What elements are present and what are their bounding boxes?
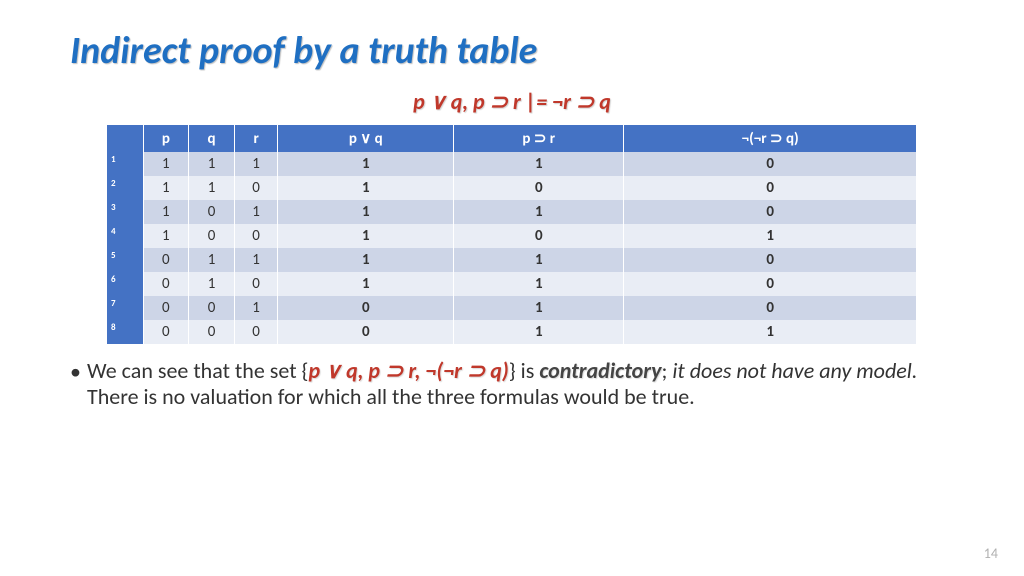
cell: 0	[454, 224, 624, 248]
col-negconc: ¬(¬r ⊃ q)	[624, 125, 917, 152]
cell: 1	[454, 248, 624, 272]
col-p: p	[143, 125, 189, 152]
exp-post: There is no valuation for which all the …	[87, 383, 695, 410]
cell: 1	[189, 176, 235, 200]
exp-mid: } is	[509, 357, 540, 384]
cell: 0	[189, 296, 235, 320]
exp-pre: We can see that the set {	[87, 357, 309, 384]
cell: 0	[143, 272, 189, 296]
table-row: 7001010	[107, 296, 917, 320]
cell: 1	[278, 248, 454, 272]
cell: 1	[234, 248, 277, 272]
table-row: 1111110	[107, 152, 917, 176]
cell: 0	[234, 272, 277, 296]
cell: 0	[234, 176, 277, 200]
col-q: q	[189, 125, 235, 152]
bullet-icon: •	[70, 358, 81, 386]
cell: 1	[454, 152, 624, 176]
explanation-text: We can see that the set {p ∨ q, p ⊃ r, ¬…	[87, 358, 954, 410]
cell: 1	[624, 224, 917, 248]
cell: 1	[143, 152, 189, 176]
exp-semi: ;	[661, 357, 672, 384]
col-pimpr: p ⊃ r	[454, 125, 624, 152]
cell: 1	[454, 200, 624, 224]
cell: 1	[189, 152, 235, 176]
cell: 0	[624, 152, 917, 176]
cell: 1	[454, 272, 624, 296]
row-number: 3	[107, 200, 143, 224]
table-row: 5011110	[107, 248, 917, 272]
cell: 0	[234, 320, 277, 344]
cell: 1	[234, 152, 277, 176]
row-number: 8	[107, 320, 143, 344]
cell: 0	[454, 176, 624, 200]
cell: 0	[624, 176, 917, 200]
cell: 0	[189, 224, 235, 248]
table-row: 6010110	[107, 272, 917, 296]
exp-contradictory: contradictory	[539, 357, 661, 384]
cell: 1	[278, 176, 454, 200]
cell: 0	[189, 320, 235, 344]
row-number: 7	[107, 296, 143, 320]
row-number: 5	[107, 248, 143, 272]
cell: 0	[189, 200, 235, 224]
cell: 1	[143, 224, 189, 248]
cell: 1	[234, 200, 277, 224]
cell: 0	[278, 296, 454, 320]
cell: 1	[278, 200, 454, 224]
table-header-row: p q r p ∨ q p ⊃ r ¬(¬r ⊃ q)	[107, 125, 917, 152]
page-number: 14	[984, 545, 998, 562]
cell: 0	[143, 248, 189, 272]
table-row: 2110100	[107, 176, 917, 200]
cell: 1	[454, 320, 624, 344]
cell: 0	[143, 320, 189, 344]
cell: 0	[624, 200, 917, 224]
row-number: 4	[107, 224, 143, 248]
table-row: 3101110	[107, 200, 917, 224]
cell: 1	[189, 272, 235, 296]
table-row: 8000011	[107, 320, 917, 344]
slide-title: Indirect proof by a truth table	[70, 28, 954, 74]
cell: 0	[143, 296, 189, 320]
cell: 1	[454, 296, 624, 320]
cell: 1	[189, 248, 235, 272]
exp-set: p ∨ q, p ⊃ r, ¬(¬r ⊃ q)	[308, 357, 508, 384]
row-number: 1	[107, 152, 143, 176]
cell: 1	[624, 320, 917, 344]
cell: 0	[278, 320, 454, 344]
cell: 1	[234, 296, 277, 320]
col-pvq: p ∨ q	[278, 125, 454, 152]
cell: 1	[278, 272, 454, 296]
cell: 0	[624, 248, 917, 272]
row-number: 2	[107, 176, 143, 200]
cell: 0	[624, 296, 917, 320]
entailment-formula: p ∨ q, p ⊃ r |= ¬r ⊃ q	[70, 88, 954, 115]
cell: 1	[278, 224, 454, 248]
truth-table: p q r p ∨ q p ⊃ r ¬(¬r ⊃ q) 111111021101…	[107, 125, 917, 344]
header-corner	[107, 125, 143, 152]
cell: 0	[234, 224, 277, 248]
row-number: 6	[107, 272, 143, 296]
cell: 1	[143, 200, 189, 224]
col-r: r	[234, 125, 277, 152]
cell: 1	[278, 152, 454, 176]
cell: 1	[143, 176, 189, 200]
cell: 0	[624, 272, 917, 296]
table-row: 4100101	[107, 224, 917, 248]
exp-italic: it does not have any model.	[672, 357, 917, 384]
